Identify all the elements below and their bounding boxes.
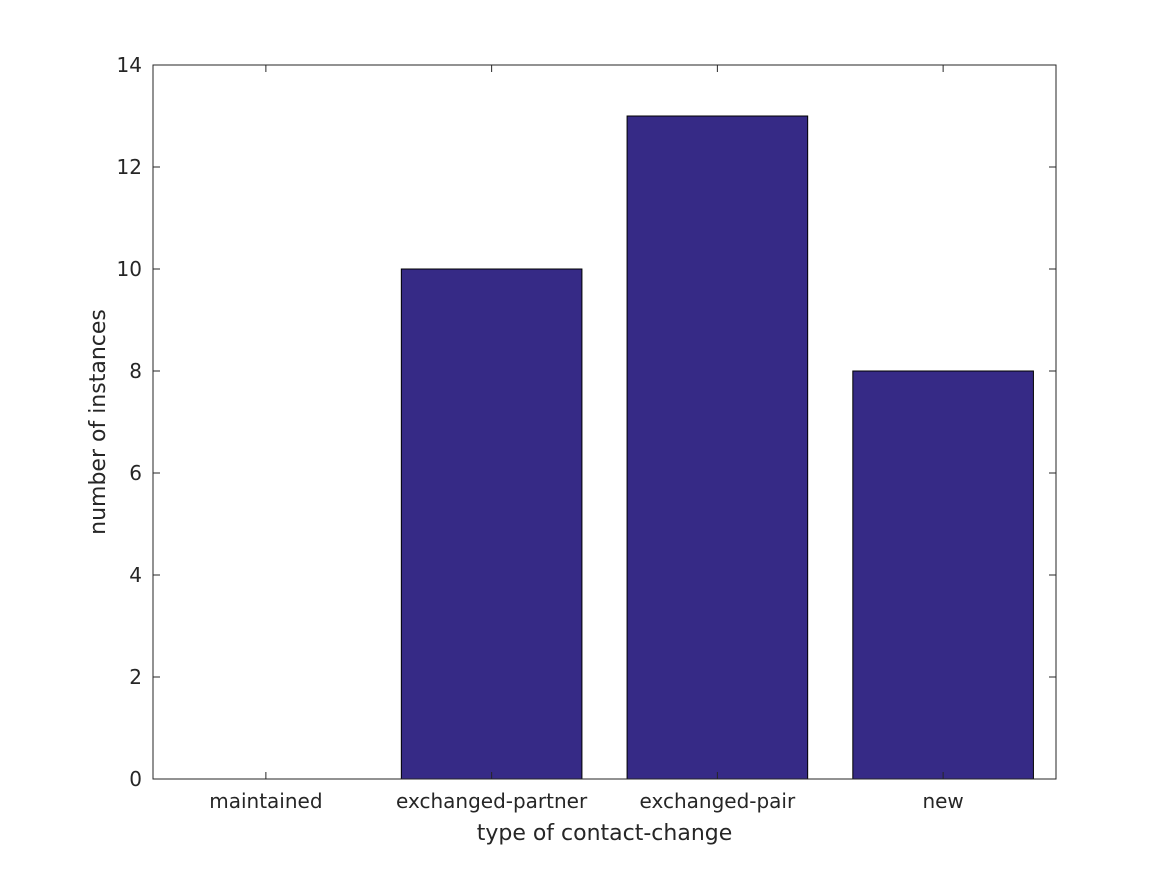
y-tick-label: 10 — [117, 257, 142, 281]
y-tick-label: 6 — [129, 461, 142, 485]
bars-group — [400, 115, 1034, 780]
plot-frame — [152, 64, 1057, 780]
y-tick-label: 8 — [129, 359, 142, 383]
y-tick-label: 12 — [117, 155, 142, 179]
bar-new — [852, 370, 1034, 780]
x-tick-label: new — [922, 789, 963, 813]
bar-exchanged-partner — [400, 268, 583, 780]
x-axis: maintained exchanged-partner exchanged-pai… — [209, 65, 964, 813]
x-tick-label: exchanged-partner — [396, 789, 588, 813]
y-tick-label: 2 — [129, 665, 142, 689]
y-axis: 0 2 4 6 8 10 12 14 — [117, 53, 1056, 791]
x-axis-label: type of contact-change — [477, 821, 733, 846]
y-axis-label: number of instances — [86, 309, 111, 535]
x-tick-label: exchanged-pair — [640, 789, 796, 813]
y-tick-label: 14 — [117, 53, 142, 77]
y-tick-label: 0 — [129, 767, 142, 791]
x-tick-label: maintained — [209, 789, 322, 813]
bar-exchanged-pair — [626, 115, 809, 780]
y-tick-label: 4 — [129, 563, 142, 587]
